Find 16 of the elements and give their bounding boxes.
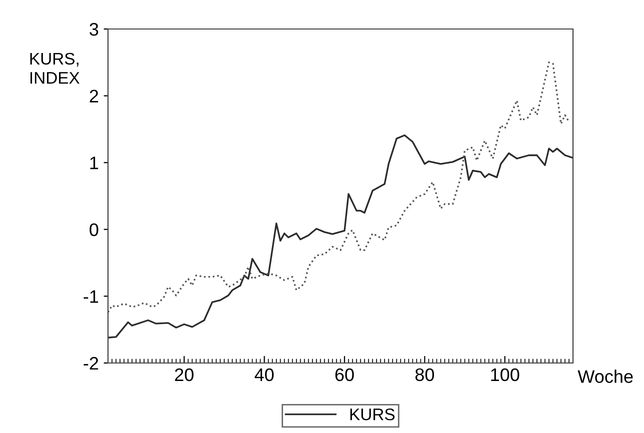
x-tick-label: 60 [335,368,354,382]
x-tick-label: 100 [491,368,520,382]
x-tick-label: 80 [415,368,434,382]
y-axis-title: KURS, INDEX [30,52,80,84]
y-tick-label: 2 [90,90,98,102]
x-tick-label: 20 [175,368,194,382]
y-tick-label: 3 [90,22,98,36]
line-series [108,62,570,314]
legend-label: KURS [350,408,395,420]
y-tick-label: 0 [90,223,98,236]
y-tick-label: 1 [90,156,98,170]
x-axis-title: Woche [578,370,633,383]
x-tick-label: 40 [254,368,274,382]
y-tick-label: -1 [84,290,98,303]
y-tick-label: -2 [84,356,98,370]
line-series [108,134,573,338]
